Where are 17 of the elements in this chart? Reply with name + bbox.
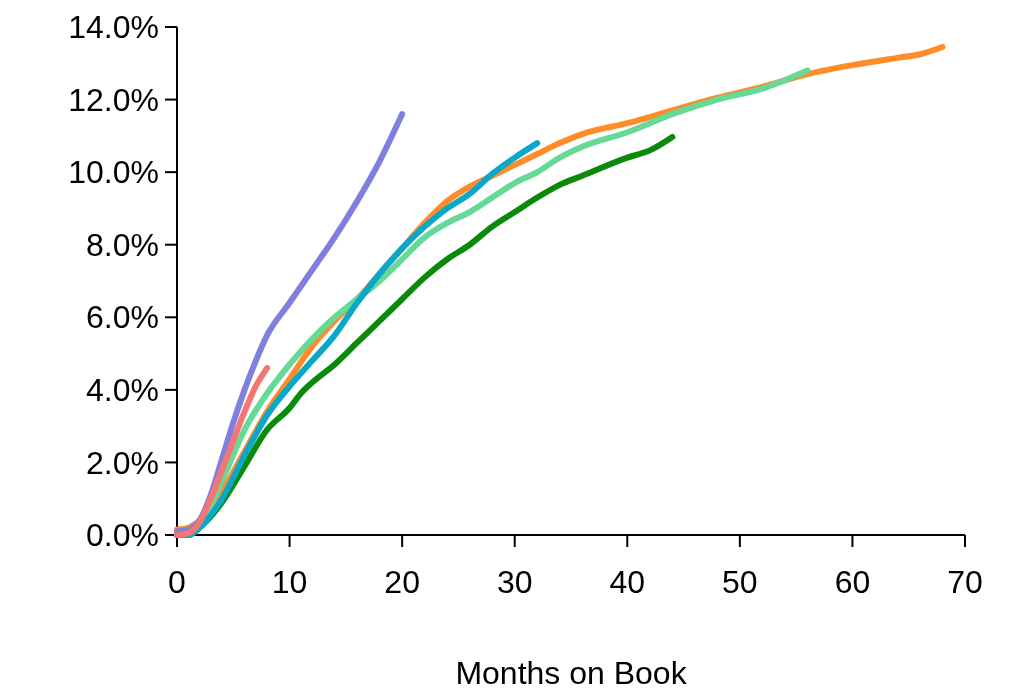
y-tick-label: 4.0%	[86, 372, 159, 409]
x-tick-label: 70	[947, 564, 983, 600]
y-tick-label: 0.0%	[86, 517, 159, 554]
x-tick-label: 10	[271, 564, 308, 600]
x-tick-label: 20	[384, 564, 420, 600]
x-tick-label: 40	[609, 564, 646, 600]
y-tick-label: 6.0%	[86, 299, 159, 336]
x-tick-label: 50	[722, 564, 758, 600]
y-tick-label: 2.0%	[86, 444, 159, 481]
y-tick-label: 12.0%	[68, 81, 159, 118]
y-tick-label: 8.0%	[86, 226, 159, 263]
x-tick-label: 60	[834, 564, 871, 600]
x-axis-title: Months on Book	[455, 655, 688, 691]
y-tick-label: 10.0%	[68, 154, 159, 191]
x-tick-label: 30	[496, 564, 533, 600]
x-tick-label: 0	[168, 564, 186, 600]
y-tick-label: 14.0%	[68, 9, 159, 46]
